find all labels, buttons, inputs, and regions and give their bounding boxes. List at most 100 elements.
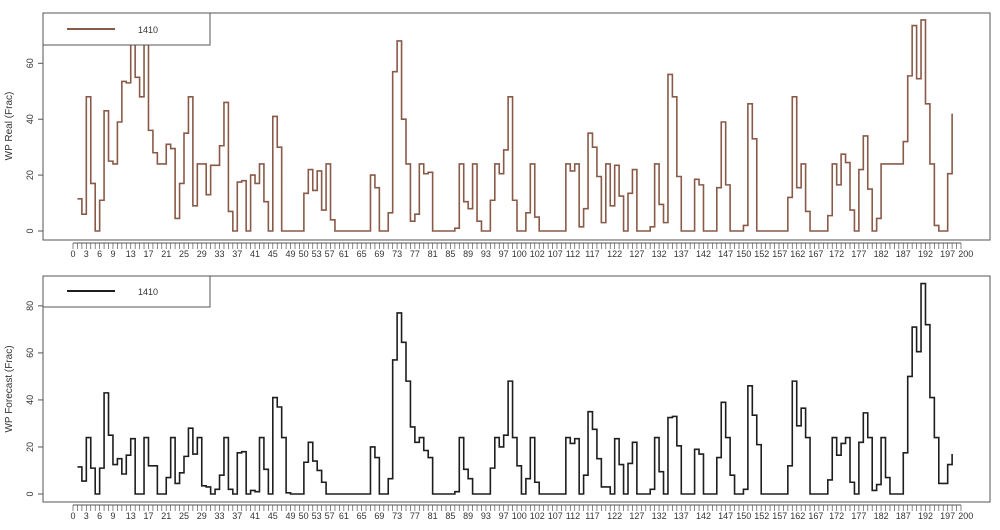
y-tick-label: 60 (25, 348, 35, 358)
y-axis-label: WP Real (Frac) (4, 92, 15, 161)
x-tick-label: 117 (585, 249, 599, 259)
x-tick-label: 172 (829, 249, 844, 259)
plot-frame (42, 275, 991, 503)
x-tick-label: 45 (268, 511, 278, 521)
x-tick-label: 162 (790, 249, 805, 259)
x-tick-label: 97 (499, 511, 509, 521)
x-tick-label: 107 (548, 249, 563, 259)
x-tick-label: 61 (339, 511, 349, 521)
x-tick-label: 142 (696, 511, 711, 521)
x-tick-label: 9 (110, 249, 115, 259)
x-tick-label: 187 (896, 511, 911, 521)
x-tick-label: 17 (143, 511, 153, 521)
x-tick-label: 97 (499, 249, 509, 259)
x-tick-label: 33 (215, 249, 225, 259)
x-tick-label: 137 (674, 249, 689, 259)
x-tick-label: 200 (958, 249, 973, 259)
plot-frame (42, 12, 991, 241)
x-tick-label: 102 (530, 511, 545, 521)
x-tick-label: 41 (250, 249, 260, 259)
x-tick-label: 49 (286, 249, 296, 259)
x-tick-label: 102 (530, 249, 545, 259)
x-tick-label: 152 (754, 249, 769, 259)
x-tick-label: 127 (629, 249, 644, 259)
x-tick-label: 73 (392, 249, 402, 259)
x-tick-label: 192 (918, 249, 933, 259)
x-tick-label: 93 (481, 511, 491, 521)
y-tick-label: 20 (25, 442, 35, 452)
x-tick-label: 77 (410, 249, 420, 259)
x-tick-label: 3 (84, 249, 89, 259)
x-tick-label: 41 (250, 511, 260, 521)
legend: 1410 (42, 12, 211, 46)
x-tick-label: 13 (126, 249, 136, 259)
y-tick-label: 0 (25, 491, 35, 496)
x-tick-label: 69 (374, 511, 384, 521)
x-tick-label: 200 (958, 511, 973, 521)
x-tick-label: 29 (197, 511, 207, 521)
y-tick-label: 40 (25, 395, 35, 405)
x-tick-label: 65 (357, 249, 367, 259)
x-tick-label: 81 (428, 249, 438, 259)
x-tick-label: 150 (736, 249, 751, 259)
x-tick-label: 69 (374, 249, 384, 259)
x-tick-label: 0 (70, 249, 75, 259)
x-tick-label: 17 (143, 249, 153, 259)
x-tick-label: 89 (463, 511, 473, 521)
x-tick-label: 167 (808, 249, 823, 259)
x-tick-label: 85 (445, 511, 455, 521)
x-tick-label: 157 (772, 249, 787, 259)
x-tick-label: 61 (339, 249, 349, 259)
x-tick-label: 29 (197, 249, 207, 259)
x-tick-label: 112 (566, 249, 580, 259)
x-tick-label: 6 (97, 511, 102, 521)
x-tick-label: 37 (232, 511, 242, 521)
x-tick-label: 77 (410, 511, 420, 521)
x-tick-label: 137 (674, 511, 689, 521)
legend-label: 1410 (138, 25, 158, 35)
series-line-1410 (77, 19, 953, 232)
x-tick-label: 85 (445, 249, 455, 259)
x-tick-label: 152 (754, 511, 769, 521)
x-tick-label: 49 (286, 511, 296, 521)
x-tick-label: 25 (179, 249, 189, 259)
x-tick-label: 192 (918, 511, 933, 521)
x-tick-label: 172 (829, 511, 844, 521)
y-tick-label: 80 (25, 301, 35, 311)
x-tick-label: 100 (512, 511, 527, 521)
x-tick-label: 117 (585, 511, 599, 521)
x-tick-label: 0 (70, 511, 75, 521)
x-tick-label: 167 (808, 511, 823, 521)
x-tick-label: 187 (896, 249, 911, 259)
x-tick-label: 177 (851, 249, 866, 259)
x-tick-label: 57 (325, 511, 335, 521)
x-tick-label: 142 (696, 249, 711, 259)
y-tick-label: 40 (25, 114, 35, 124)
y-tick-label: 60 (25, 58, 35, 68)
x-tick-label: 122 (607, 249, 622, 259)
x-tick-label: 197 (940, 249, 955, 259)
x-tick-label: 182 (874, 249, 889, 259)
x-tick-label: 3 (84, 511, 89, 521)
x-tick-label: 50 (299, 511, 309, 521)
x-tick-label: 162 (790, 511, 805, 521)
x-tick-label: 33 (215, 511, 225, 521)
x-tick-label: 93 (481, 249, 491, 259)
x-tick-label: 112 (566, 511, 580, 521)
x-tick-label: 57 (325, 249, 335, 259)
x-tick-label: 81 (428, 511, 438, 521)
legend: 1410 (42, 275, 211, 308)
x-tick-label: 147 (718, 249, 733, 259)
x-tick-label: 157 (772, 511, 787, 521)
x-tick-label: 132 (652, 249, 667, 259)
x-tick-label: 53 (312, 511, 322, 521)
x-tick-label: 53 (312, 249, 322, 259)
x-tick-label: 73 (392, 511, 402, 521)
x-tick-label: 132 (652, 511, 667, 521)
y-tick-label: 0 (25, 228, 35, 233)
x-tick-label: 13 (126, 511, 136, 521)
x-tick-label: 182 (874, 511, 889, 521)
